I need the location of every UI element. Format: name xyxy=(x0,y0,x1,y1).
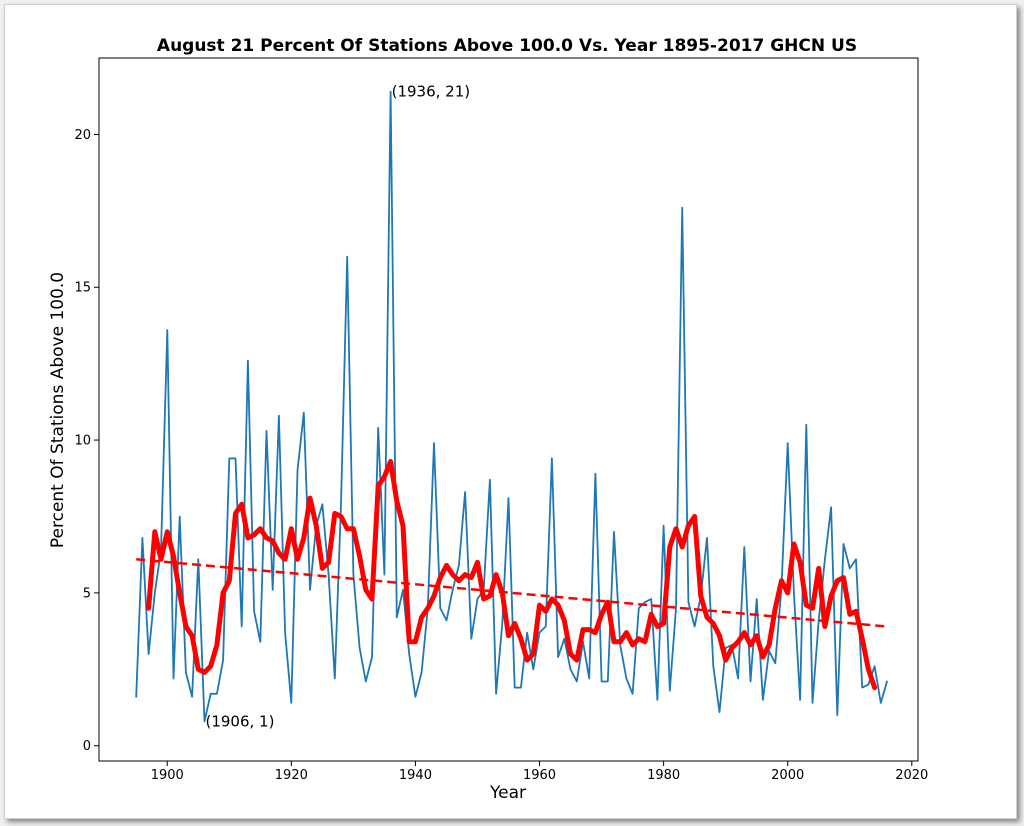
x-tick-label: 1940 xyxy=(399,768,432,783)
annotation-label: (1936, 21) xyxy=(392,83,471,101)
x-tick-label: 1920 xyxy=(275,768,308,783)
x-tick-label: 2000 xyxy=(771,768,804,783)
moving-average-line xyxy=(146,459,878,691)
x-tick-label: 1960 xyxy=(523,768,556,783)
x-tick-label: 2020 xyxy=(895,768,928,783)
y-tick-label: 20 xyxy=(74,128,91,143)
y-axis-label: Percent Of Stations Above 100.0 xyxy=(48,272,68,548)
annotations-layer: (1936, 21) (1906, 1) xyxy=(205,83,470,731)
y-tick-label: 5 xyxy=(83,586,91,601)
plot-area xyxy=(98,57,919,762)
annotation-label: (1906, 1) xyxy=(205,712,274,730)
x-axis-label: Year xyxy=(489,783,526,803)
x-tick-label: 1900 xyxy=(151,768,184,783)
series-layer xyxy=(135,90,888,723)
raw-series-line xyxy=(135,90,888,723)
y-tick-label: 15 xyxy=(74,281,91,296)
y-axis: 0 5 10 15 20 xyxy=(74,128,99,754)
x-axis: 1900 1920 1940 1960 1980 2000 2020 xyxy=(151,761,928,783)
y-tick-label: 10 xyxy=(74,434,91,449)
chart-title: August 21 Percent Of Stations Above 100.… xyxy=(157,36,857,56)
y-tick-label: 0 xyxy=(83,739,91,754)
x-tick-label: 1980 xyxy=(647,768,680,783)
